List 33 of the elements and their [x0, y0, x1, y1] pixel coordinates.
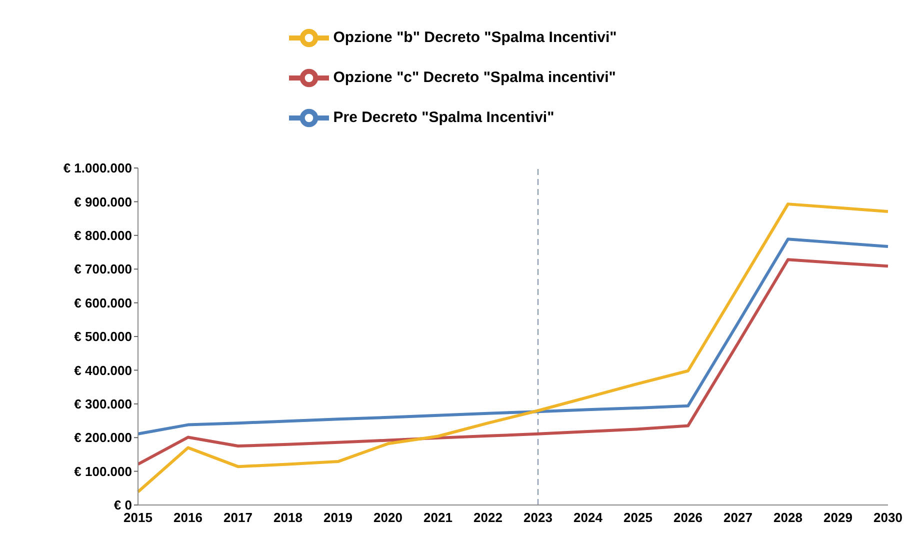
x-tick-label: 2018: [274, 510, 302, 526]
legend-label: Opzione "b" Decreto "Spalma Incentivi": [333, 28, 617, 46]
x-tick-label: 2015: [124, 510, 152, 526]
y-tick-label: € 600.000: [74, 295, 132, 310]
x-tick-label: 2016: [174, 510, 202, 526]
x-tick-label: 2030: [874, 510, 902, 526]
y-tick-label: € 200.000: [74, 430, 132, 446]
x-tick-label: 2023: [524, 510, 552, 526]
y-tick-label: € 900.000: [74, 194, 132, 210]
x-tick-label: 2028: [774, 510, 802, 526]
line-series: [136, 258, 890, 466]
x-tick-label: 2029: [824, 510, 852, 526]
x-tick-label: 2024: [574, 510, 604, 526]
line-series: [136, 238, 890, 436]
line-series: [136, 202, 890, 494]
x-tick-label: 2027: [724, 510, 752, 526]
x-tick-label: 2020: [374, 510, 402, 526]
y-tick-label: € 800.000: [74, 228, 132, 244]
y-tick-label: € 500.000: [74, 329, 132, 344]
legend-label: Pre Decreto "Spalma Incentivi": [333, 108, 554, 126]
x-tick-label: 2025: [624, 510, 652, 526]
y-tick-label: € 700.000: [74, 262, 132, 277]
y-tick-label: € 300.000: [74, 396, 132, 412]
y-tick-label: € 400.000: [74, 362, 132, 378]
y-tick-label: € 100.000: [74, 464, 132, 479]
x-tick-label: 2017: [224, 510, 252, 526]
x-tick-label: 2019: [324, 510, 352, 526]
y-tick-label: € 0: [114, 498, 132, 513]
x-tick-label: 2021: [424, 510, 452, 526]
legend-label: Opzione "c" Decreto "Spalma incentivi": [333, 68, 616, 86]
x-tick-label: 2022: [474, 510, 502, 526]
x-tick-label: 2026: [674, 510, 702, 526]
y-tick-label: € 1.000.000: [63, 160, 132, 176]
